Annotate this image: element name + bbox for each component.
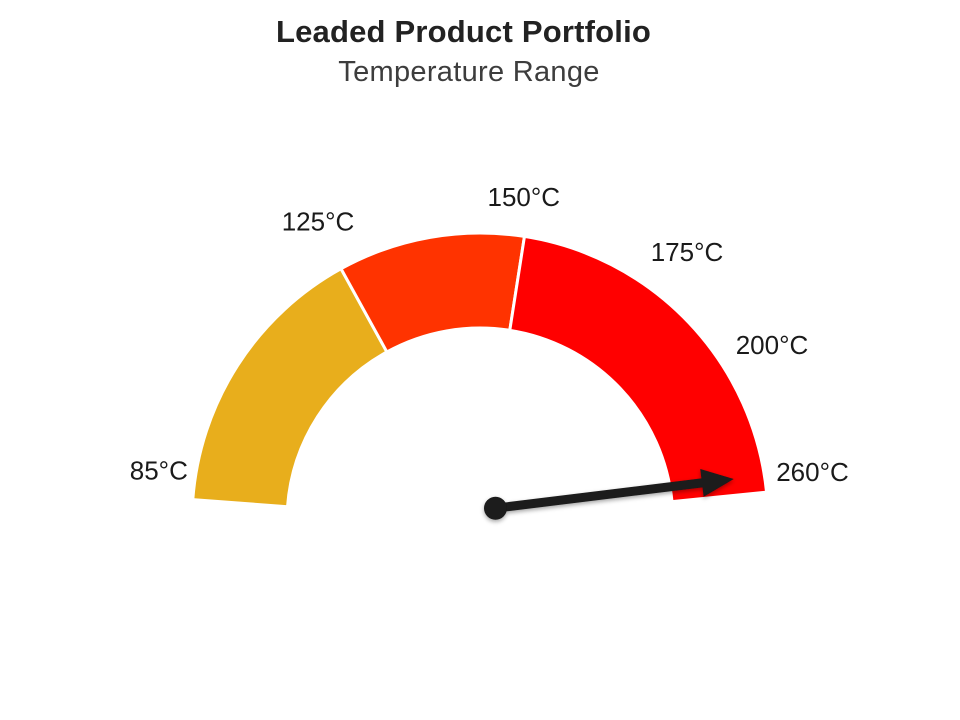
svg-text:260°C: 260°C bbox=[776, 457, 849, 487]
svg-text:175°C: 175°C bbox=[651, 237, 724, 267]
svg-text:150°C: 150°C bbox=[488, 182, 561, 212]
svg-text:125°C: 125°C bbox=[282, 207, 355, 237]
svg-text:200°C: 200°C bbox=[736, 330, 809, 360]
svg-text:85°C: 85°C bbox=[130, 456, 188, 486]
